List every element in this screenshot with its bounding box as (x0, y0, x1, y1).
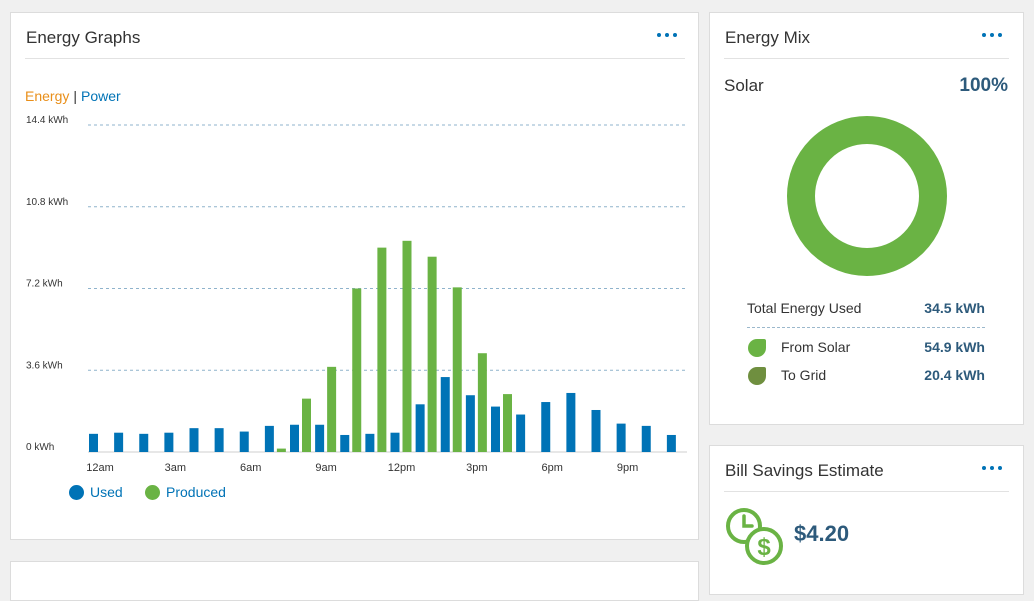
x-tick-label: 9am (315, 462, 336, 474)
from-solar-leaf-icon (748, 339, 766, 357)
bill-savings-more-icon[interactable] (977, 460, 1007, 476)
used-bar (139, 433, 149, 452)
used-bar (516, 414, 526, 452)
bill-savings-card: Bill Savings Estimate $ $4.20 (709, 445, 1024, 595)
bill-savings-title: Bill Savings Estimate (725, 461, 884, 480)
produced-bar (427, 256, 437, 452)
used-bar (465, 395, 475, 452)
clock-dollar-icon: $ (726, 508, 783, 565)
legend-produced[interactable]: Produced (145, 484, 226, 500)
energy-mix-title: Energy Mix (725, 28, 811, 47)
used-bar (365, 433, 375, 452)
tab-power[interactable]: Power (81, 88, 121, 104)
used-bar (164, 432, 174, 452)
used-bar (264, 425, 274, 452)
lower-card (10, 561, 699, 601)
used-bar (666, 434, 676, 452)
used-bar (189, 428, 199, 452)
produced-bar (452, 287, 462, 452)
to-grid-value: 20.4 kWh (924, 367, 985, 383)
tab-energy[interactable]: Energy (25, 88, 70, 104)
used-legend-dot-icon (69, 484, 84, 500)
from-solar-label: From Solar (781, 339, 851, 355)
used-bar (290, 424, 299, 452)
tab-separator: | (73, 88, 77, 104)
graph-mode-tabs: Energy | Power (25, 88, 121, 104)
to-grid-leaf-icon (748, 367, 766, 385)
energy-mix-card: Energy Mix Solar 100% Total Energy Used … (709, 12, 1024, 425)
used-bar (340, 434, 350, 452)
y-tick-label: 14.4 kWh (26, 115, 68, 126)
used-bar (566, 392, 576, 452)
produced-bar (276, 448, 286, 452)
legend-used-label: Used (90, 484, 123, 500)
used-bar (616, 423, 626, 452)
produced-bar (377, 247, 387, 452)
svg-text:$: $ (757, 534, 771, 561)
produced-bar (477, 353, 487, 452)
y-tick-label: 3.6 kWh (26, 360, 63, 371)
bill-savings-amount: $4.20 (794, 521, 850, 546)
produced-legend-dot-icon (145, 484, 160, 500)
energy-graphs-card: Energy Graphs Energy | Power 0 kWh 3.6 kWh 7… (10, 12, 699, 540)
used-bar (390, 432, 400, 452)
used-bar (89, 433, 98, 452)
energy-graphs-title: Energy Graphs (26, 28, 141, 47)
divider (724, 491, 1009, 492)
total-energy-label: Total Energy Used (747, 300, 862, 316)
energy-mix-donut (787, 116, 947, 276)
energy-bar-chart: 0 kWh 3.6 kWh 7.2 kWh 10.8 kWh 14.4 kWh 12am 3… (26, 115, 687, 474)
used-bar (214, 428, 224, 452)
used-bar (415, 404, 425, 452)
to-grid-label: To Grid (781, 367, 827, 383)
x-tick-label: 12am (86, 462, 114, 474)
x-tick-label: 6am (240, 462, 261, 474)
used-bar (491, 406, 500, 452)
divider (25, 58, 685, 59)
donut-solar-ring (787, 116, 947, 276)
used-bar (315, 424, 325, 452)
mix-divider (747, 327, 985, 328)
total-energy-value: 34.5 kWh (924, 300, 985, 316)
used-bar (591, 409, 601, 452)
produced-bar (327, 366, 337, 452)
divider (724, 58, 1009, 59)
y-tick-label: 7.2 kWh (26, 279, 63, 290)
from-solar-value: 54.9 kWh (924, 339, 985, 355)
produced-bar (503, 394, 512, 452)
x-tick-label: 9pm (617, 462, 638, 474)
x-tick-label: 3am (165, 462, 186, 474)
used-bar (239, 431, 249, 452)
produced-bar (402, 240, 412, 452)
mix-percent: 100% (959, 75, 1008, 96)
used-bar (541, 402, 551, 452)
used-bar (641, 425, 651, 452)
x-tick-label: 6pm (542, 462, 563, 474)
energy-graphs-more-icon[interactable] (652, 27, 682, 43)
x-tick-label: 12pm (388, 462, 416, 474)
produced-bar (302, 398, 311, 452)
used-bar (440, 377, 450, 452)
x-tick-label: 3pm (466, 462, 487, 474)
y-tick-label: 0 kWh (26, 442, 54, 453)
legend-used[interactable]: Used (69, 484, 123, 500)
used-bar (114, 432, 124, 452)
legend-produced-label: Produced (166, 484, 226, 500)
mix-source-label: Solar (724, 76, 764, 95)
y-tick-label: 10.8 kWh (26, 197, 68, 208)
energy-mix-more-icon[interactable] (977, 27, 1007, 43)
produced-bar (352, 288, 362, 452)
